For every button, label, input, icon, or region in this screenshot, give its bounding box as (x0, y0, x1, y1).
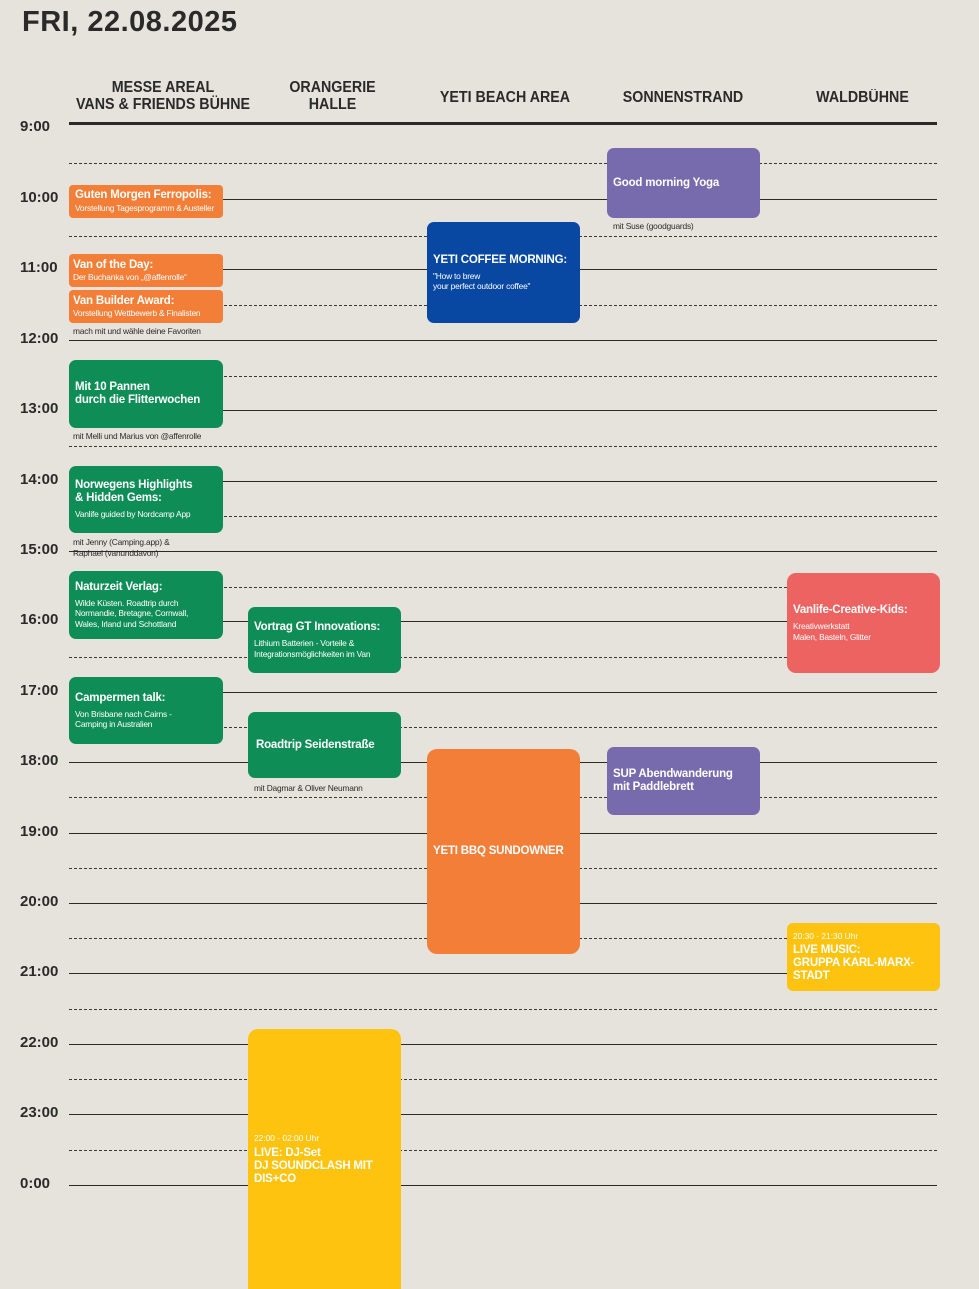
event-description: Der Buchanka von „@affenrolle“ (73, 271, 187, 282)
column-header-line: WALDBÜHNE (816, 89, 909, 106)
event-guten-morgen-ferropolis[interactable]: Guten Morgen Ferropolis: Vorstellung Tag… (69, 185, 223, 218)
half-hour-line (69, 657, 937, 658)
event-vanlife-creative-kids[interactable]: Vanlife-Creative-Kids: Kreativwerkstatt … (787, 573, 940, 673)
time-label: 10:00 (20, 189, 59, 206)
event-description: Vorstellung Tagesprogramm & Austeller (75, 203, 215, 214)
event-description: Kreativwerkstatt Malen, Basteln, Glitter (793, 621, 871, 642)
event-description: "How to brew your perfect outdoor coffee… (433, 270, 531, 292)
half-hour-line (69, 1009, 937, 1010)
event-description: Vanlife guided by Nordcamp App (75, 509, 191, 520)
event-live-music[interactable]: 20:30 - 21:30 Uhr LIVE MUSIC: GRUPPA KAR… (787, 923, 940, 991)
event-note: mit Dagmar & Oliver Neumann (254, 783, 363, 793)
event-yeti-bbq-sundowner[interactable]: YETI BBQ SUNDOWNER (427, 749, 580, 954)
half-hour-line (69, 376, 937, 377)
time-label: 9:00 (20, 118, 51, 135)
event-note: mit Melli und Marius von @affenrolle (73, 431, 202, 441)
time-label: 13:00 (20, 400, 59, 417)
time-label: 12:00 (20, 330, 59, 347)
time-label: 21:00 (20, 963, 59, 980)
half-hour-line (69, 1079, 937, 1080)
event-time: 22:00 - 02:00 Uhr (254, 1132, 320, 1143)
column-header-line: MESSE AREAL (111, 79, 215, 96)
event-title: Campermen talk: (75, 691, 166, 704)
hour-line (69, 621, 937, 622)
event-description: Von Brisbane nach Cairns - Camping in Au… (75, 708, 172, 730)
hour-line (69, 199, 937, 200)
event-norwegens-highlights[interactable]: Norwegens Highlights & Hidden Gems: Vanl… (69, 466, 223, 533)
column-header-messe-areal: MESSE AREAL VANS & FRIENDS BÜHNE (66, 79, 259, 113)
hour-line (69, 1114, 937, 1115)
event-title: Vanlife-Creative-Kids: (793, 604, 908, 616)
event-title: YETI BBQ SUNDOWNER (433, 845, 564, 857)
time-label: 18:00 (20, 752, 59, 769)
event-title: Guten Morgen Ferropolis: (75, 189, 212, 202)
event-time: 20:30 - 21:30 Uhr (793, 931, 859, 941)
event-roadtrip-seidenstrasse[interactable]: Roadtrip Seidenstraße (248, 712, 401, 778)
event-dj-set[interactable]: 22:00 - 02:00 Uhr LIVE: DJ-Set DJ SOUNDC… (248, 1029, 401, 1289)
hour-line (69, 1044, 937, 1045)
event-title: Norwegens Highlights & Hidden Gems: (75, 479, 193, 505)
column-header-line: HALLE (308, 96, 357, 113)
column-header-orangerie: ORANGERIE HALLE (257, 79, 409, 113)
event-note: mit Suse (goodguards) (613, 221, 694, 231)
time-label: 20:00 (20, 893, 59, 910)
column-header-line: SONNENSTRAND (622, 89, 744, 106)
hour-line (69, 973, 937, 974)
half-hour-line (69, 587, 937, 588)
half-hour-line (69, 163, 937, 164)
hour-line (69, 692, 937, 693)
time-label: 11:00 (20, 259, 58, 276)
event-title: Mit 10 Pannen durch die Flitterwochen (75, 381, 201, 406)
event-yeti-coffee-morning[interactable]: YETI COFFEE MORNING: "How to brew your p… (427, 222, 580, 323)
time-label: 0:00 (20, 1175, 51, 1192)
column-header-sonnenstrand: SONNENSTRAND (605, 89, 761, 106)
column-header-yeti-beach: YETI BEACH AREA (422, 89, 588, 106)
event-title: SUP Abendwanderung mit Paddlebrett (613, 768, 733, 793)
hour-line (69, 410, 937, 411)
event-title: Naturzeit Verlag: (75, 580, 163, 593)
event-description: Vorstellung Wettbewerb & Finalisten (73, 307, 201, 318)
event-good-morning-yoga[interactable]: Good morning Yoga (607, 148, 760, 218)
time-label: 19:00 (20, 823, 59, 840)
header-rule (69, 122, 937, 125)
event-van-builder-award[interactable]: Van Builder Award: Vorstellung Wettbewer… (69, 290, 223, 323)
event-campermen-talk[interactable]: Campermen talk: Von Brisbane nach Cairns… (69, 677, 223, 744)
event-description: Lithium Batterien - Vorteile & Integrati… (254, 638, 371, 659)
hour-line (69, 340, 937, 341)
column-header-line: ORANGERIE (289, 79, 376, 96)
event-van-of-the-day[interactable]: Van of the Day: Der Buchanka von „@affen… (69, 254, 223, 287)
event-title: Vortrag GT Innovations: (254, 621, 381, 633)
time-label: 17:00 (20, 682, 59, 699)
page-title: FRI, 22.08.2025 (22, 6, 238, 38)
event-title: Van Builder Award: (73, 294, 175, 307)
column-header-line: YETI BEACH AREA (439, 89, 571, 106)
time-label: 16:00 (20, 611, 59, 628)
half-hour-line (69, 516, 937, 517)
hour-line (69, 481, 937, 482)
event-description: Wilde Küsten. Roadtrip durch Normandie, … (75, 597, 189, 629)
half-hour-line (69, 446, 937, 447)
event-title: LIVE MUSIC: GRUPPA KARL-MARX-STADT (793, 944, 915, 982)
event-vortrag-gt-innovations[interactable]: Vortrag GT Innovations: Lithium Batterie… (248, 607, 401, 673)
hour-line (69, 551, 937, 552)
time-label: 15:00 (20, 541, 59, 558)
time-label: 14:00 (20, 471, 59, 488)
event-title: LIVE: DJ-Set DJ SOUNDCLASH MIT DIS+CO (254, 1146, 373, 1185)
event-note: mit Jenny (Camping.app) & Raphael (vanun… (73, 537, 170, 558)
half-hour-line (69, 727, 937, 728)
half-hour-line (69, 1150, 937, 1151)
event-title: Van of the Day: (73, 258, 154, 271)
event-sup-abendwanderung[interactable]: SUP Abendwanderung mit Paddlebrett (607, 747, 760, 815)
time-label: 22:00 (20, 1034, 59, 1051)
hour-line (69, 1185, 937, 1186)
event-note: mach mit und wähle deine Favoriten (73, 326, 201, 336)
column-header-waldbuehne: WALDBÜHNE (787, 89, 939, 106)
time-label: 23:00 (20, 1104, 59, 1121)
event-title: YETI COFFEE MORNING: (433, 253, 568, 266)
column-header-line: VANS & FRIENDS BÜHNE (75, 96, 251, 113)
event-mit-10-pannen[interactable]: Mit 10 Pannen durch die Flitterwochen (69, 360, 223, 428)
event-naturzeit-verlag[interactable]: Naturzeit Verlag: Wilde Küsten. Roadtrip… (69, 571, 223, 639)
event-title: Roadtrip Seidenstraße (256, 738, 375, 751)
event-title: Good morning Yoga (613, 176, 720, 189)
